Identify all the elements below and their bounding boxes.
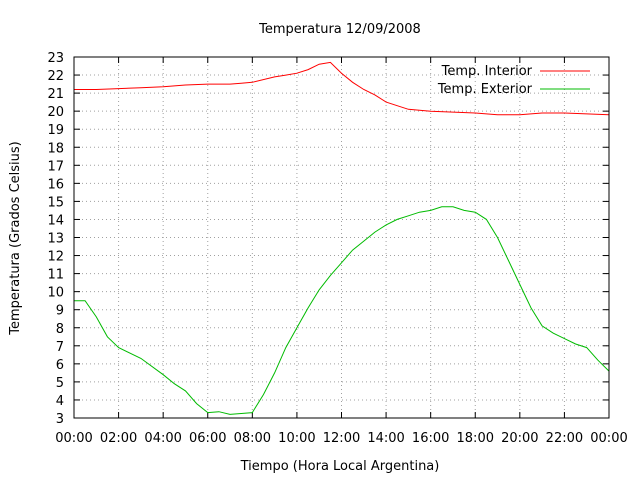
x-tick-label: 14:00 xyxy=(367,431,404,446)
series-line-exterior xyxy=(74,206,610,415)
y-tick-label: 18 xyxy=(47,141,64,156)
y-tick-label: 13 xyxy=(47,232,64,247)
y-tick-label: 9 xyxy=(56,304,64,319)
y-tick-label: 14 xyxy=(47,213,64,228)
y-tick-label: 15 xyxy=(47,195,64,210)
y-tick-label: 19 xyxy=(47,123,64,138)
x-tick-label: 18:00 xyxy=(457,431,494,446)
y-tick-label: 10 xyxy=(47,286,64,301)
plot-frame xyxy=(73,56,610,419)
y-tick-label: 22 xyxy=(47,69,64,84)
y-tick-label: 3 xyxy=(56,412,64,427)
y-tick-label: 7 xyxy=(56,340,64,355)
y-tick-label: 6 xyxy=(56,358,64,373)
x-tick-label: 12:00 xyxy=(323,431,360,446)
chart-title: Temperatura 12/09/2008 xyxy=(258,22,421,37)
y-tick-label: 16 xyxy=(47,177,64,192)
legend-label-interior: Temp. Interior xyxy=(441,64,533,79)
y-tick-label: 12 xyxy=(47,250,64,265)
x-tick-label: 10:00 xyxy=(278,431,315,446)
y-axis-label: Temperatura (Grados Celsius) xyxy=(8,141,23,335)
y-tick-label: 11 xyxy=(47,268,64,283)
x-tick-label: 16:00 xyxy=(412,431,449,446)
series-layer xyxy=(74,61,610,415)
x-tick-label: 20:00 xyxy=(501,431,538,446)
grid-lines xyxy=(74,57,609,418)
legend-label-exterior: Temp. Exterior xyxy=(437,82,533,97)
y-tick-label: 17 xyxy=(47,159,64,174)
y-tick-label: 21 xyxy=(47,87,64,102)
tick-labels: 00:00 02:00 04:00 06:00 08:00 10:00 12:00 14:00… xyxy=(47,51,627,446)
y-tick-label: 20 xyxy=(47,105,64,120)
x-tick-label: 08:00 xyxy=(234,431,271,446)
y-tick-label: 5 xyxy=(56,376,64,391)
y-tick-label: 23 xyxy=(47,51,64,66)
series-line-interior xyxy=(74,61,610,116)
x-tick-label: 00:00 xyxy=(55,431,92,446)
x-tick-label: 06:00 xyxy=(189,431,226,446)
x-tick-label: 04:00 xyxy=(144,431,181,446)
x-tick-label: 22:00 xyxy=(546,431,583,446)
x-axis-label: Tiempo (Hora Local Argentina) xyxy=(240,459,440,474)
x-tick-label: 00:00 xyxy=(590,431,627,446)
y-tick-label: 4 xyxy=(56,394,64,409)
x-tick-label: 02:00 xyxy=(100,431,137,446)
legend: Temp. Interior Temp. Exterior xyxy=(437,64,590,97)
y-tick-label: 8 xyxy=(56,322,64,337)
